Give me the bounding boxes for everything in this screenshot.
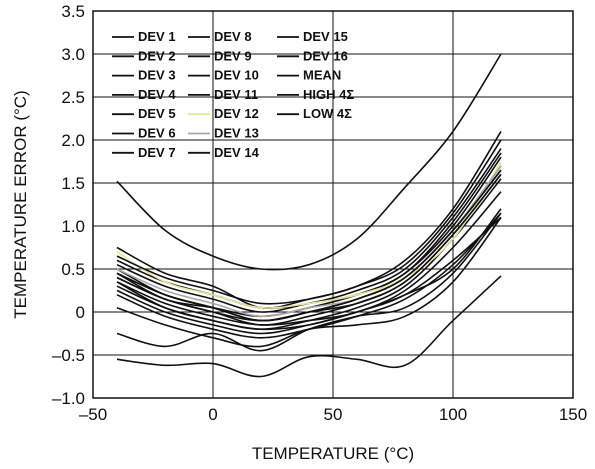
legend-label: MEAN xyxy=(303,68,341,83)
series-line-dev-16 xyxy=(116,216,502,335)
x-axis-title: TEMPERATURE (°C) xyxy=(252,444,414,463)
legend-label: LOW 4Σ xyxy=(303,106,352,121)
series-lines xyxy=(116,53,502,378)
tick-labels: –50 0 50 100 150 –1.0 –0.5 0 0.5 1.0 1.5 2.0 2.5 3.0 3… xyxy=(52,2,587,424)
x-tick-label: 50 xyxy=(324,405,343,424)
series-line-dev-7 xyxy=(116,212,502,339)
legend: DEV 1 DEV 2 DEV 3 DEV 4 DEV 5 DEV 6 DEV 7 DEV 8… xyxy=(112,29,354,160)
x-tick-label: 150 xyxy=(559,405,587,424)
y-tick-label: –0.5 xyxy=(52,346,85,365)
legend-label: DEV 12 xyxy=(214,106,259,121)
series-line-dev-6 xyxy=(116,191,502,326)
legend-label: DEV 11 xyxy=(214,87,258,102)
series-line-unlabeled xyxy=(116,216,502,348)
legend-label: DEV 9 xyxy=(214,48,252,63)
legend-label: HIGH 4Σ xyxy=(303,87,354,102)
legend-label: DEV 1 xyxy=(138,29,176,44)
legend-label: DEV 16 xyxy=(303,48,348,63)
y-tick-label: 0.5 xyxy=(61,260,85,279)
x-tick-label: 0 xyxy=(208,405,217,424)
legend-label: DEV 3 xyxy=(138,68,176,83)
series-line-mean xyxy=(116,169,502,322)
series-line-dev-15 xyxy=(116,139,502,305)
y-tick-label: 1.0 xyxy=(61,217,85,236)
series-line-dev-4 xyxy=(116,148,502,309)
y-tick-label: 2.0 xyxy=(61,131,85,150)
legend-label: DEV 6 xyxy=(138,126,176,141)
x-tick-label: 100 xyxy=(439,405,467,424)
legend-label: DEV 13 xyxy=(214,126,259,141)
series-line-low-4 xyxy=(116,275,502,378)
y-tick-label: 3.0 xyxy=(61,45,85,64)
legend-label: DEV 4 xyxy=(138,87,176,102)
y-tick-label: 3.5 xyxy=(61,2,85,21)
legend-label: DEV 5 xyxy=(138,106,176,121)
y-tick-label: –1.0 xyxy=(52,389,85,408)
legend-label: DEV 2 xyxy=(138,48,176,63)
legend-label: DEV 14 xyxy=(214,145,260,160)
legend-label: DEV 15 xyxy=(303,29,348,44)
series-line-dev-12 xyxy=(116,161,502,309)
series-line-high-4 xyxy=(116,53,502,271)
y-tick-label: 1.5 xyxy=(61,174,85,193)
plot-frame xyxy=(92,10,574,399)
legend-label: DEV 8 xyxy=(214,29,252,44)
x-tick-label: –50 xyxy=(79,405,107,424)
y-tick-label: 0 xyxy=(76,303,85,322)
y-tick-label: 2.5 xyxy=(61,88,85,107)
legend-label: DEV 10 xyxy=(214,68,259,83)
legend-label: DEV 7 xyxy=(138,145,176,160)
y-axis-title: TEMPERATURE ERROR (°C) xyxy=(11,90,30,318)
